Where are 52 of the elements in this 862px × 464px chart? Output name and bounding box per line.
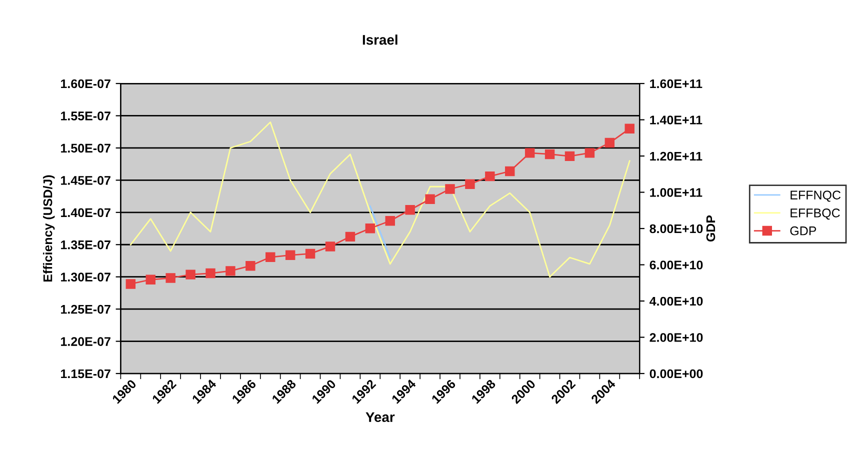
point	[166, 273, 176, 283]
y2-tick-label: 0.00E+00	[650, 369, 703, 378]
y2-tick-label: 1.00E+11	[650, 188, 702, 197]
point	[206, 268, 216, 278]
legend-label: EFFNQC	[790, 190, 841, 202]
y-axis-title: Efficiency (USD/J)	[43, 175, 55, 282]
point	[465, 179, 475, 189]
point	[226, 266, 236, 276]
x-axis-title: Year	[366, 412, 395, 422]
point	[425, 194, 435, 204]
point	[345, 232, 356, 242]
point	[246, 260, 256, 271]
y-tick-label: 1.15E-07	[61, 369, 110, 378]
point	[325, 242, 336, 252]
point	[505, 166, 515, 176]
y-tick-label: 1.30E-07	[61, 272, 110, 282]
y-tick-label: 1.40E-07	[61, 208, 110, 218]
y2-tick-label: 8.00E+10	[650, 224, 703, 234]
point	[564, 151, 575, 162]
y2-axis-title: GDP	[706, 215, 716, 242]
point	[385, 216, 395, 226]
chart-title: Israel	[362, 34, 398, 45]
point	[266, 252, 276, 262]
legend-label: EFFBQC	[790, 208, 840, 220]
y-tick-label: 1.60E-07	[61, 79, 110, 88]
point	[365, 223, 376, 234]
point	[584, 148, 595, 158]
y-tick-label: 1.50E-07	[61, 144, 110, 153]
point	[285, 250, 296, 260]
y2-tick-label: 1.40E+11	[650, 116, 702, 124]
y2-tick-label: 2.00E+10	[650, 333, 703, 342]
point	[524, 148, 535, 158]
legend-label: GDP	[790, 226, 816, 236]
point	[445, 184, 455, 194]
y2-tick-label: 6.00E+10	[650, 260, 703, 270]
y2-tick-label: 1.60E+11	[650, 79, 702, 88]
point	[305, 248, 316, 259]
point	[604, 138, 615, 148]
y2-tick-label: 1.20E+11	[650, 152, 702, 161]
point	[485, 171, 495, 182]
y-tick-label: 1.25E-07	[61, 304, 110, 314]
point	[146, 274, 156, 284]
y-tick-label: 1.35E-07	[61, 240, 110, 250]
y2-tick-label: 4.00E+10	[650, 296, 703, 306]
point	[405, 204, 415, 215]
y-tick-label: 1.20E-07	[61, 337, 110, 346]
point	[624, 124, 634, 134]
point	[544, 149, 555, 160]
point	[126, 279, 136, 289]
point	[186, 270, 196, 280]
y-tick-label: 1.45E-07	[61, 176, 110, 185]
y-tick-label: 1.55E-07	[61, 112, 110, 120]
